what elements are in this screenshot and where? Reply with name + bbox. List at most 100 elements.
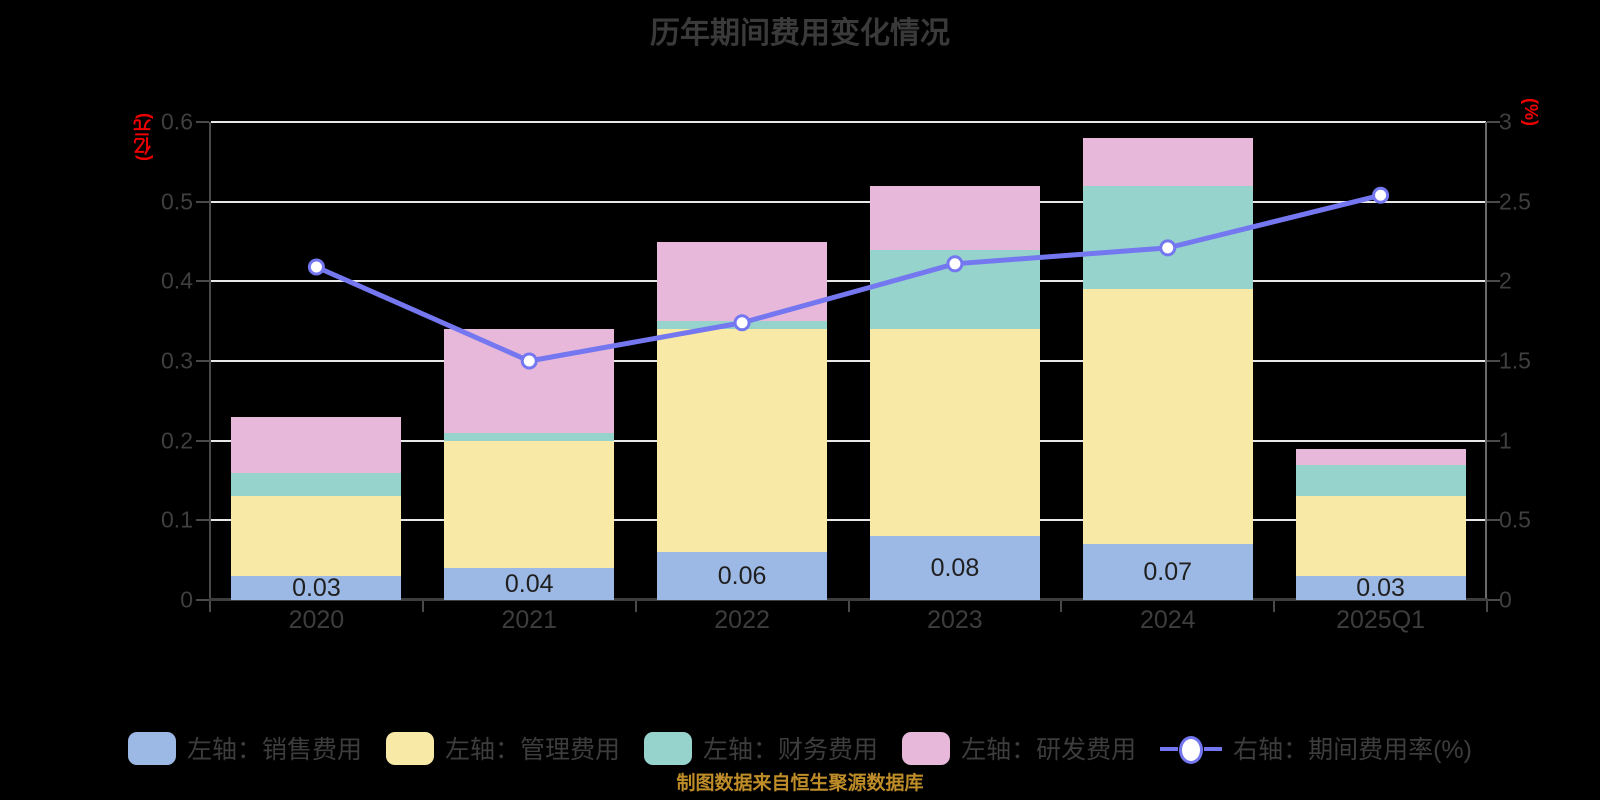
bar-segment [231, 576, 402, 600]
legend-swatch-icon [902, 731, 951, 765]
x-axis-tick [634, 601, 637, 612]
legend-item-3[interactable]: 左轴：财务费用 [644, 730, 878, 766]
bar-segment [231, 496, 402, 577]
bar-segment [1295, 448, 1466, 465]
y-tick-label-left: 0.5 [161, 188, 193, 215]
y-tick-label-right: 1.5 [1499, 347, 1531, 374]
bar-segment [444, 329, 615, 433]
x-axis-tick [1486, 601, 1488, 612]
bar-value-label: 0.07 [1143, 557, 1193, 586]
bar-segment [1082, 544, 1253, 600]
bar-value-label: 0.03 [292, 573, 341, 602]
legend-line-segment [1204, 746, 1223, 751]
bar-segment [1295, 464, 1466, 497]
bar-segment [231, 416, 402, 473]
right-axis-tick [1487, 519, 1500, 522]
bottom-axis-line [209, 598, 1488, 601]
bar-segment [1295, 576, 1466, 600]
bar-segment [231, 472, 402, 497]
legend-item-2[interactable]: 左轴：管理费用 [386, 730, 620, 766]
left-axis-line [209, 122, 211, 600]
bar-segment [444, 432, 615, 441]
legend-swatch-icon [644, 731, 693, 765]
right-axis-line [1485, 122, 1487, 600]
gridline [211, 121, 1486, 123]
bar-segment [444, 440, 615, 569]
y-tick-label-right: 1 [1499, 427, 1512, 454]
left-axis-tick [196, 200, 209, 203]
legend-item-5[interactable]: 右轴：期间费用率(%) [1160, 730, 1472, 766]
y-tick-label-right: 3 [1499, 108, 1512, 135]
stacked-bar-2020: 0.03 [231, 416, 402, 602]
stacked-bar-2022: 0.06 [657, 241, 828, 600]
right-axis-unit-label: (%) [1521, 98, 1541, 126]
gridline [211, 280, 1486, 283]
bar-value-label: 0.03 [1356, 573, 1405, 602]
line-marker [307, 258, 325, 276]
bar-segment [657, 552, 828, 600]
stacked-bar-2023: 0.08 [869, 185, 1040, 600]
x-tick-label-2025Q1: 2025Q1 [1336, 606, 1426, 634]
bar-value-label: 0.08 [930, 553, 980, 582]
legend-item-4[interactable]: 左轴：研发费用 [902, 730, 1136, 766]
right-axis-tick [1487, 360, 1500, 362]
right-axis-tick [1487, 121, 1500, 123]
bar-segment [1082, 137, 1253, 186]
x-axis-tick [847, 601, 850, 612]
legend-label: 左轴：管理费用 [445, 736, 621, 764]
bar-segment [444, 568, 615, 600]
legend-swatch-icon [386, 731, 435, 765]
left-axis-tick [196, 280, 209, 283]
y-tick-label-left: 0.6 [161, 108, 193, 135]
bar-segment [869, 185, 1040, 250]
gridline [211, 200, 1486, 203]
legend-label: 右轴：期间费用率(%) [1233, 736, 1472, 764]
gridline [211, 519, 1486, 522]
left-axis-tick [196, 599, 209, 601]
right-axis-tick [1487, 439, 1500, 442]
x-axis-tick [1060, 601, 1063, 612]
y-tick-label-left: 0 [180, 586, 193, 613]
legend-line-marker-icon [1160, 732, 1223, 765]
y-tick-label-left: 0.3 [161, 347, 193, 374]
bar-segment [657, 329, 828, 553]
bar-value-label: 0.06 [717, 561, 767, 590]
y-tick-label-right: 0 [1499, 586, 1512, 613]
left-axis-tick [196, 519, 209, 522]
bar-segment [1082, 185, 1253, 290]
right-axis-tick [1487, 599, 1500, 601]
legend-item-1[interactable]: 左轴：销售费用 [128, 730, 362, 766]
x-tick-label-2022: 2022 [714, 606, 770, 634]
y-tick-label-right: 2 [1499, 267, 1512, 294]
bar-segment [869, 329, 1040, 537]
legend-label: 左轴：研发费用 [961, 736, 1137, 764]
x-tick-label-2020: 2020 [288, 606, 345, 634]
y-tick-label-left: 0.1 [161, 506, 193, 533]
x-axis-tick [1273, 601, 1276, 612]
legend-line-segment [1160, 746, 1179, 751]
x-axis-tick [421, 601, 424, 612]
right-axis-tick [1487, 280, 1500, 283]
y-tick-label-left: 0.2 [161, 427, 193, 454]
legend-label: 左轴：财务费用 [703, 736, 879, 764]
x-axis-tick [209, 601, 211, 612]
y-tick-label-right: 0.5 [1499, 506, 1531, 533]
y-tick-label-right: 2.5 [1499, 188, 1531, 215]
x-tick-label-2023: 2023 [927, 606, 983, 634]
legend-swatch-icon [128, 731, 177, 765]
bar-segment [1082, 289, 1253, 545]
bar-segment [869, 536, 1040, 600]
legend-line-dot [1179, 735, 1204, 764]
left-axis-tick [196, 121, 209, 123]
right-axis-tick [1487, 200, 1500, 203]
bar-segment [657, 321, 828, 330]
data-source-note: 制图数据来自恒生聚源数据库 [676, 773, 924, 794]
chart-title: 历年期间费用变化情况 [650, 17, 950, 50]
stacked-bar-2025Q1: 0.03 [1295, 448, 1466, 602]
x-tick-label-2021: 2021 [501, 606, 558, 634]
left-axis-tick [196, 439, 209, 442]
legend: 左轴：销售费用 左轴：管理费用 左轴：财务费用 左轴：研发费用 右轴：期间费用率(%) [0, 727, 1600, 769]
bar-segment [869, 249, 1040, 330]
bar-value-label: 0.04 [504, 569, 554, 598]
